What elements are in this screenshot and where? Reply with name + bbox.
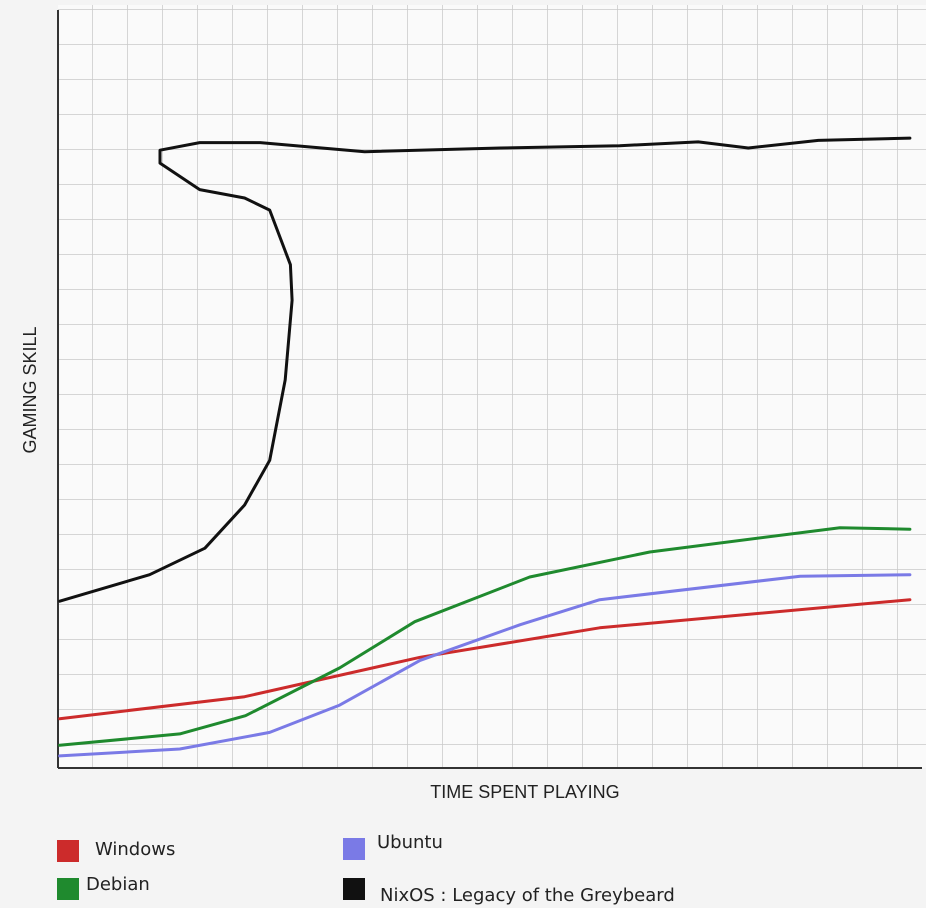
legend-label: Ubuntu [377,832,443,853]
legend-label: NixOS : Legacy of the Greybeard [380,885,675,906]
page: TIME SPENT PLAYING GAMING SKILL Windows D… [0,0,926,908]
legend-swatch [343,878,365,900]
legend-label: Debian [86,874,150,895]
legend-swatch [57,878,79,900]
legend: Windows Debian Ubuntu NixOS : Legacy of the… [57,832,675,906]
graph-paper [58,5,926,768]
legend-label: Windows [95,839,175,860]
chart: TIME SPENT PLAYING GAMING SKILL Windows D… [0,0,926,908]
legend-swatch [343,838,365,860]
x-axis-label: TIME SPENT PLAYING [430,782,619,802]
y-axis-label: GAMING SKILL [20,326,40,453]
legend-swatch [57,840,79,862]
